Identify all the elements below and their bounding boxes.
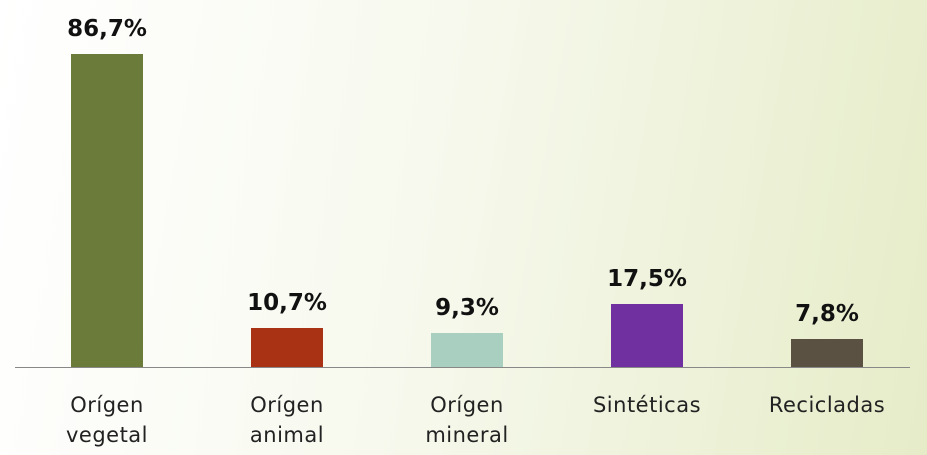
x-tick-label: Sintéticas xyxy=(592,393,702,417)
data-label: 9,3% xyxy=(435,295,499,322)
data-label: 7,8% xyxy=(795,300,859,327)
x-tick-label: Orígen vegetal xyxy=(65,393,149,447)
bar xyxy=(611,303,683,367)
bar xyxy=(431,333,503,367)
data-label: 17,5% xyxy=(607,265,687,292)
bar xyxy=(791,338,863,367)
data-label: 10,7% xyxy=(247,290,327,317)
data-label: 86,7% xyxy=(67,16,147,42)
bar xyxy=(71,54,143,367)
bar xyxy=(251,328,323,367)
x-tick-label: Recicladas xyxy=(768,393,886,417)
baseline xyxy=(15,367,910,368)
x-tick-label: Orígen animal xyxy=(249,393,325,447)
x-tick-label: Orígen mineral xyxy=(425,393,509,447)
